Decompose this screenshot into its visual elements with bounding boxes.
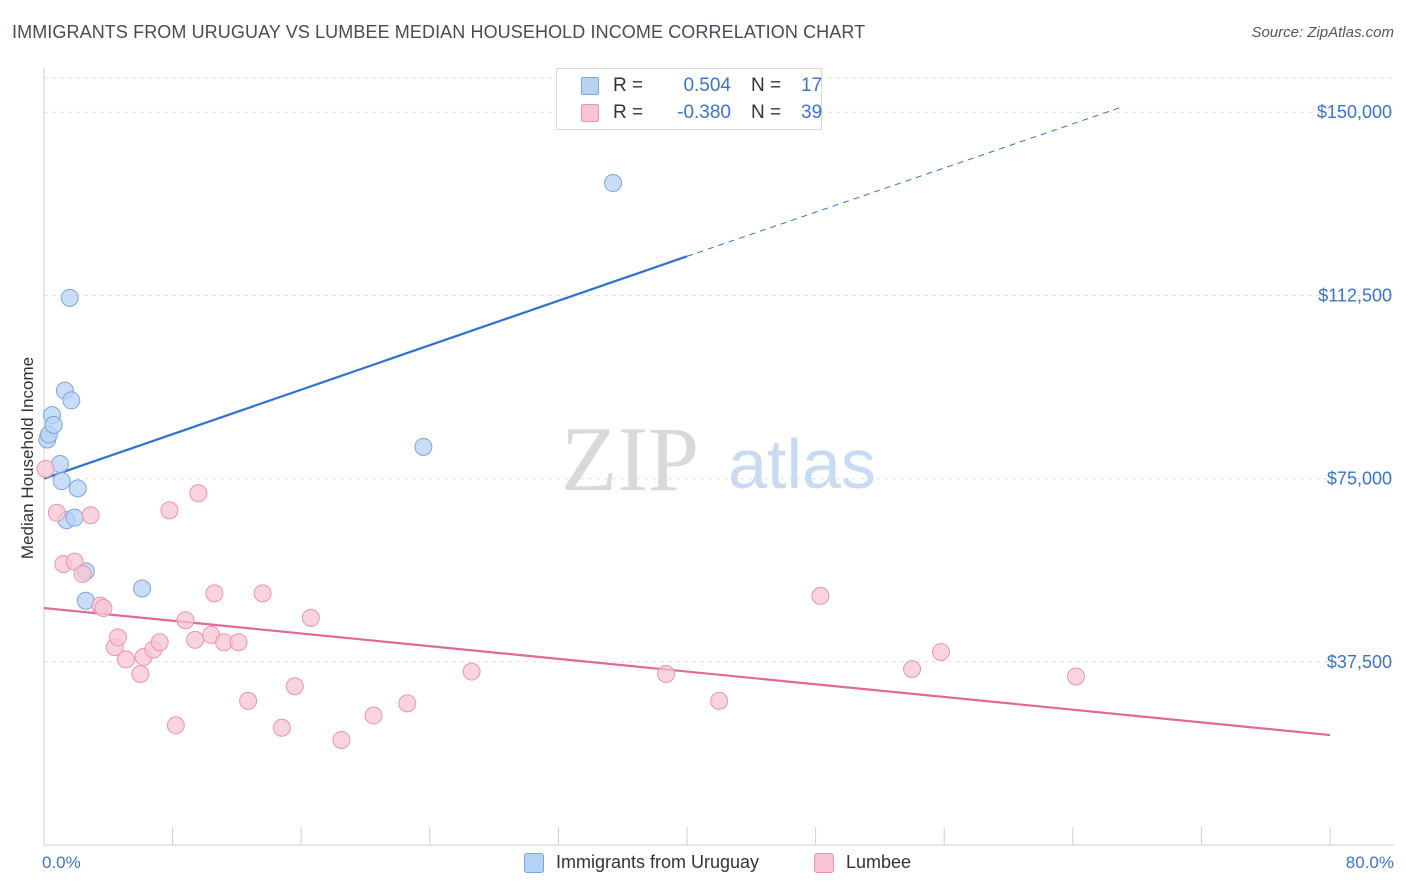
series-legend-item-uruguay[interactable]: Immigrants from Uruguay — [524, 852, 759, 873]
trend-line-uruguay — [43, 255, 688, 480]
point-lumbee-24 — [239, 691, 258, 710]
point-lumbee-15 — [160, 501, 179, 520]
x-tick-label-max: 80.0% — [1345, 853, 1394, 872]
point-uruguay-14 — [133, 579, 152, 598]
series-legend-swatch-blue — [524, 852, 544, 873]
legend-row-uruguay: R = 0.504 N = 17 — [581, 74, 822, 98]
point-lumbee-5 — [81, 506, 100, 525]
point-uruguay-3 — [44, 415, 63, 434]
point-lumbee-35 — [811, 586, 830, 605]
legend-r-value-2: -0.380 — [677, 102, 731, 123]
point-lumbee-38 — [1067, 667, 1086, 686]
point-uruguay-10 — [65, 508, 84, 527]
legend-n-label-2: N = — [751, 102, 782, 123]
point-lumbee-23 — [229, 633, 248, 652]
legend-n-label-1: N = — [751, 75, 782, 96]
legend-swatch-pink — [581, 104, 599, 122]
axis-layer — [43, 68, 1394, 846]
legend-r-label-2: R = — [613, 102, 644, 123]
point-lumbee-17 — [176, 611, 195, 630]
series-legend: Immigrants from Uruguay Lumbee — [0, 852, 1406, 876]
point-lumbee-25 — [253, 584, 272, 603]
trend-layer — [43, 106, 1331, 737]
chart-title: IMMIGRANTS FROM URUGUAY VS LUMBEE MEDIAN… — [12, 22, 866, 42]
point-uruguay-8 — [60, 288, 79, 307]
x-tick-label-min: 0.0% — [42, 853, 81, 872]
point-lumbee-7 — [94, 599, 113, 618]
y-tick-label-1: $75,000 — [1327, 469, 1392, 489]
watermark: ZIP atlas — [561, 408, 876, 510]
point-lumbee-10 — [116, 650, 135, 669]
legend-row-lumbee: R = -0.380 N = 39 — [581, 101, 822, 125]
legend-n-value-1: 17 — [801, 75, 823, 96]
y-tick-label-3: $150,000 — [1317, 102, 1392, 122]
grid-layer — [44, 77, 1394, 663]
legend-swatch-blue — [581, 77, 599, 95]
points-layer — [36, 174, 1086, 749]
point-uruguay-11 — [68, 479, 87, 498]
point-lumbee-32 — [462, 662, 481, 681]
point-lumbee-4 — [73, 564, 92, 583]
point-uruguay-16 — [604, 174, 623, 193]
point-lumbee-28 — [301, 608, 320, 627]
point-lumbee-33 — [657, 665, 676, 684]
point-uruguay-9 — [62, 391, 81, 410]
point-lumbee-26 — [272, 718, 291, 737]
point-lumbee-29 — [332, 730, 351, 749]
point-lumbee-31 — [398, 694, 417, 713]
point-lumbee-9 — [108, 628, 127, 647]
point-uruguay-15 — [414, 437, 433, 456]
point-lumbee-21 — [205, 584, 224, 603]
point-lumbee-34 — [710, 691, 729, 710]
y-tick-labels: $37,500 $75,000 $112,500 $150,000 — [1317, 102, 1392, 672]
watermark-zip: ZIP — [561, 408, 699, 510]
series-legend-swatch-pink — [814, 852, 834, 873]
series-legend-item-lumbee[interactable]: Lumbee — [814, 852, 911, 873]
point-lumbee-19 — [189, 484, 208, 503]
watermark-atlas: atlas — [728, 425, 876, 503]
point-lumbee-37 — [931, 643, 950, 662]
legend-r-label-1: R = — [613, 75, 644, 96]
legend-n-value-2: 39 — [801, 102, 823, 123]
point-lumbee-1 — [47, 503, 66, 522]
point-lumbee-30 — [364, 706, 383, 725]
point-lumbee-0 — [36, 459, 55, 478]
y-tick-label-2: $112,500 — [1318, 285, 1392, 305]
legend-r-value-1: 0.504 — [683, 75, 731, 96]
source-label: Source: ZipAtlas.com — [1251, 24, 1394, 41]
point-lumbee-16 — [166, 716, 185, 735]
point-lumbee-18 — [186, 630, 205, 649]
point-lumbee-27 — [285, 677, 304, 696]
series-legend-label-uruguay: Immigrants from Uruguay — [556, 852, 760, 872]
point-lumbee-11 — [131, 665, 150, 684]
point-uruguay-5 — [52, 472, 71, 491]
y-tick-label-0: $37,500 — [1327, 652, 1392, 672]
point-lumbee-36 — [903, 660, 922, 679]
stats-legend: R = 0.504 N = 17 R = -0.380 N = 39 — [556, 68, 822, 130]
point-lumbee-14 — [150, 633, 169, 652]
y-axis-label: Median Household Income — [18, 356, 37, 560]
series-legend-label-lumbee: Lumbee — [846, 852, 912, 872]
trend-line-lumbee — [43, 606, 1331, 737]
